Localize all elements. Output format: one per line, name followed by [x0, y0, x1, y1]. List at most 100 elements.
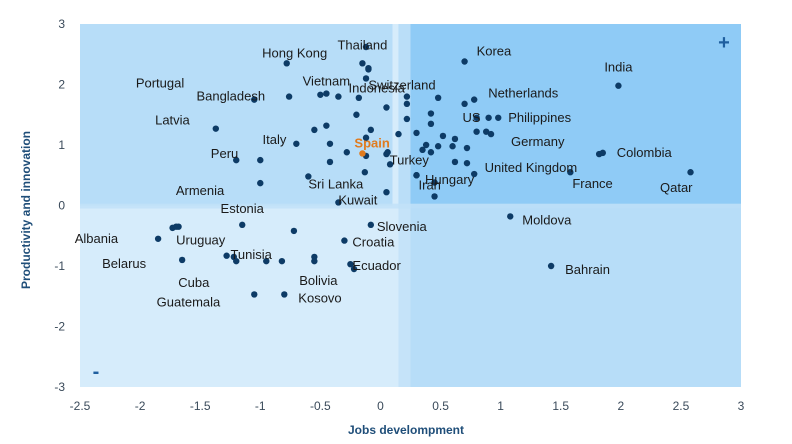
- data-point: [317, 91, 324, 98]
- y-tick-label: 1: [58, 138, 65, 152]
- data-point: [434, 94, 442, 102]
- data-point: [403, 115, 411, 123]
- data-points: [154, 43, 694, 298]
- data-point: [451, 135, 459, 143]
- data-point: [281, 291, 288, 298]
- data-point: [427, 120, 435, 128]
- data-label: Bahrain: [565, 262, 610, 277]
- data-point: [413, 129, 420, 137]
- horizontal-band: [80, 203, 741, 209]
- quadrant-top-left: [80, 24, 393, 206]
- data-point: [341, 237, 348, 244]
- x-tick-label: 2: [617, 399, 624, 413]
- data-point: [290, 227, 298, 235]
- data-point: [419, 146, 426, 154]
- data-point: [326, 140, 334, 147]
- data-label: Guatemala: [157, 294, 221, 309]
- quadrant-sign-minus: -: [93, 361, 100, 383]
- y-tick-label: -1: [54, 259, 65, 273]
- data-label: Tunisia: [230, 247, 272, 262]
- data-point: [461, 58, 468, 65]
- data-point: [283, 60, 290, 67]
- data-point: [335, 199, 342, 206]
- data-point: [311, 257, 318, 265]
- data-point: [212, 125, 220, 132]
- data-label: Moldova: [522, 212, 572, 227]
- data-label: Thailand: [337, 37, 387, 52]
- data-label: Estonia: [221, 201, 265, 216]
- data-point: [230, 253, 238, 261]
- data-label: Vietnam: [303, 74, 350, 89]
- axis-ticks: -2.5 -2 -1.5 -1 -0.5 0 0.5 1 1.5 2 2.5 3 -3 -2 -1 0 1 2 3: [54, 17, 744, 413]
- data-point: [463, 159, 471, 167]
- data-point: [278, 257, 286, 265]
- data-point: [383, 188, 390, 196]
- data-label: Hungary: [425, 172, 475, 187]
- x-tick-label: 0.5: [432, 399, 449, 413]
- data-point: [507, 213, 514, 220]
- data-label: Italy: [263, 132, 287, 147]
- data-label: Korea: [477, 44, 512, 59]
- data-label: Turkey: [390, 152, 430, 167]
- data-label: Slovenia: [377, 219, 428, 234]
- x-tick-label: -1.5: [190, 399, 211, 413]
- data-point: [353, 111, 360, 118]
- data-point: [257, 179, 264, 187]
- data-point: [547, 262, 555, 270]
- data-point: [362, 75, 370, 82]
- data-point: [361, 169, 369, 176]
- x-tick-label: -0.5: [310, 399, 331, 413]
- data-label: Bangladesh: [196, 89, 265, 104]
- quadrant-sign-plus: +: [718, 32, 730, 54]
- data-point: [463, 144, 471, 152]
- data-point: [487, 130, 495, 138]
- x-tick-label: 1.5: [552, 399, 569, 413]
- data-point: [434, 143, 442, 150]
- data-point: [413, 172, 420, 179]
- data-point: [470, 96, 478, 103]
- data-point: [154, 235, 162, 242]
- x-axis-title: Jobs develompment: [348, 423, 464, 437]
- data-point: [403, 93, 411, 100]
- data-point: [495, 114, 502, 121]
- x-tick-label: 3: [738, 399, 745, 413]
- data-label: Iran: [419, 177, 441, 192]
- data-point: [257, 156, 264, 164]
- data-point: [473, 114, 480, 121]
- x-tick-label: -2: [135, 399, 146, 413]
- data-point: [343, 149, 351, 156]
- data-point: [172, 223, 180, 230]
- data-point: [285, 93, 293, 100]
- data-label: India: [604, 60, 633, 75]
- data-point: [427, 110, 435, 117]
- data-label: Colombia: [617, 145, 673, 160]
- data-label: Kosovo: [298, 290, 341, 305]
- data-point: [323, 122, 330, 129]
- data-point: [485, 114, 492, 121]
- data-label: Portugal: [136, 76, 185, 91]
- data-point: [483, 128, 490, 135]
- data-label: Switzerland: [368, 77, 435, 92]
- data-point: [359, 60, 366, 67]
- data-label: Peru: [211, 146, 238, 161]
- data-point: [367, 221, 375, 229]
- data-label: Sri Lanka: [308, 176, 364, 191]
- data-label: Armenia: [176, 183, 225, 198]
- data-point: [251, 291, 258, 298]
- data-point: [323, 90, 330, 97]
- data-point: [599, 149, 606, 157]
- data-point: [449, 143, 456, 150]
- data-point: [403, 100, 411, 108]
- data-point: [422, 141, 430, 149]
- data-point: [305, 173, 312, 180]
- data-point: [615, 82, 622, 89]
- data-label: Albania: [75, 231, 119, 246]
- data-label: Uruguay: [176, 233, 226, 248]
- data-label: Spain: [354, 135, 389, 150]
- data-label: Cuba: [178, 275, 210, 290]
- data-point: [178, 256, 186, 264]
- data-point: [451, 158, 459, 166]
- data-labels: Thailand Korea Hong Kong Portugal Switzerlan…: [75, 37, 693, 309]
- data-point: [395, 130, 402, 138]
- y-axis-title: Productivity and innovation: [19, 131, 33, 289]
